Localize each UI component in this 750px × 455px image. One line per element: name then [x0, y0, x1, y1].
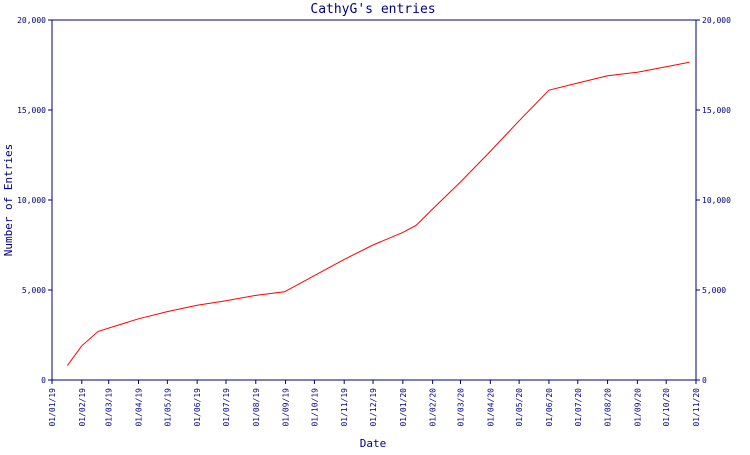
- x-tick-label: 01/10/20: [662, 388, 671, 427]
- x-tick-label: 01/11/19: [340, 388, 349, 427]
- y-tick-label-left: 20,000: [17, 16, 46, 25]
- series-layer: [66, 61, 690, 366]
- y-tick-label-left: 0: [41, 376, 46, 385]
- x-tick-label: 01/10/19: [310, 388, 319, 427]
- x-tick-label: 01/06/20: [545, 388, 554, 427]
- x-tick-label: 01/09/19: [282, 388, 291, 427]
- y-tick-label-right: 10,000: [702, 196, 731, 205]
- y-tick-label-left: 10,000: [17, 196, 46, 205]
- x-tick-label: 01/05/20: [515, 388, 524, 427]
- x-tick-label: 01/05/19: [163, 388, 172, 427]
- plot-area-border: [51, 19, 697, 381]
- y-tick-label-right: 20,000: [702, 16, 731, 25]
- x-axis: 01/01/19 01/02/19 01/03/19 01/04/19 01/05/19…: [48, 380, 701, 427]
- y-tick-label-right: 0: [702, 376, 707, 385]
- chart-title: CathyG's entries: [310, 2, 435, 17]
- x-tick-label: 01/08/20: [604, 388, 613, 427]
- y-tick-label-right: 5,000: [702, 286, 726, 295]
- y-axis-label: Number of Entries: [2, 144, 15, 257]
- x-tick-label: 01/11/20: [692, 388, 701, 427]
- x-tick-label: 01/02/19: [78, 388, 87, 427]
- y-tick-label-right: 15,000: [702, 106, 731, 115]
- x-tick-label: 01/07/19: [222, 388, 231, 427]
- x-tick-label: 01/01/19: [48, 388, 57, 427]
- series-line-0: [66, 61, 690, 366]
- x-tick-label: 01/04/19: [135, 388, 144, 427]
- y-axis-left: 0 5,000 10,000 15,000 20,000: [17, 16, 52, 385]
- x-tick-label: 01/09/20: [633, 388, 642, 427]
- x-tick-label: 01/12/19: [369, 388, 378, 427]
- y-axis-right: 0 5,000 10,000 15,000 20,000: [696, 16, 731, 385]
- y-tick-label-left: 5,000: [22, 286, 46, 295]
- y-tick-label-left: 15,000: [17, 106, 46, 115]
- x-tick-label: 01/07/20: [574, 388, 583, 427]
- x-tick-label: 01/03/19: [105, 388, 114, 427]
- x-tick-label: 01/08/19: [252, 388, 261, 427]
- x-tick-label: 01/03/20: [457, 388, 466, 427]
- x-axis-label: Date: [360, 437, 387, 450]
- x-tick-label: 01/01/20: [399, 388, 408, 427]
- x-tick-label: 01/06/19: [193, 388, 202, 427]
- x-tick-label: 01/02/20: [429, 388, 438, 427]
- x-tick-label: 01/04/20: [486, 388, 495, 427]
